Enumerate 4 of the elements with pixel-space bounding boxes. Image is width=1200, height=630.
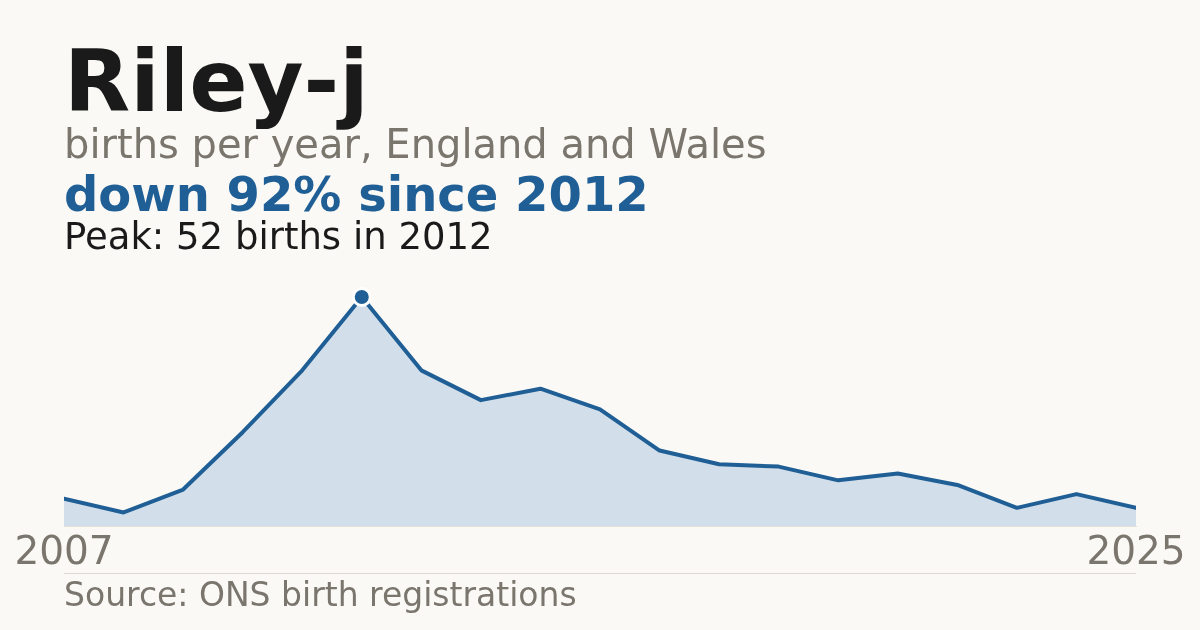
source-note: Source: ONS birth registrations [64,575,577,614]
x-tick-label: 2025 [1086,527,1186,573]
annotation: Peak: 52 births in 2012 [64,215,493,258]
x-tick-label: 2007 [14,527,114,573]
